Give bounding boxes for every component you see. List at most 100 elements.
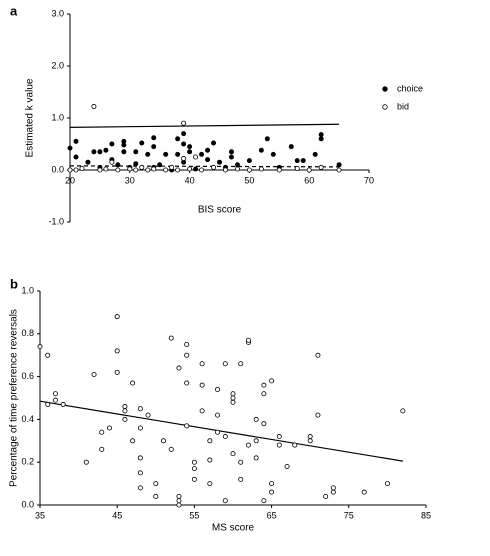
- point: [253, 416, 259, 422]
- point: [139, 164, 145, 170]
- y-tick-label: 0.0: [51, 164, 64, 174]
- point: [168, 335, 174, 341]
- point: [85, 159, 91, 165]
- point: [115, 167, 121, 173]
- point: [222, 361, 228, 367]
- x-axis-title: BIS score: [198, 205, 242, 216]
- point: [109, 141, 115, 147]
- point: [52, 391, 58, 397]
- point: [318, 136, 324, 142]
- point: [137, 425, 143, 431]
- point: [199, 361, 205, 367]
- point: [199, 167, 205, 173]
- point: [175, 151, 181, 157]
- point: [181, 120, 187, 126]
- point: [181, 131, 187, 137]
- point: [97, 149, 103, 155]
- point: [238, 361, 244, 367]
- point: [169, 164, 175, 170]
- point: [288, 144, 294, 150]
- point: [187, 144, 193, 150]
- point: [103, 147, 109, 153]
- point: [199, 151, 205, 157]
- point: [276, 167, 282, 173]
- point: [258, 147, 264, 153]
- point: [127, 166, 133, 172]
- point: [276, 434, 282, 440]
- point: [300, 158, 306, 164]
- point: [205, 147, 211, 153]
- point: [215, 429, 221, 435]
- point: [151, 135, 157, 141]
- point: [307, 434, 313, 440]
- point: [97, 167, 103, 173]
- point: [246, 167, 252, 173]
- x-tick-label: 40: [185, 175, 195, 185]
- point: [137, 406, 143, 412]
- point: [181, 141, 187, 147]
- point: [193, 166, 199, 172]
- point: [187, 166, 193, 172]
- point: [157, 162, 163, 168]
- x-tick-label: 50: [244, 175, 254, 185]
- point: [137, 485, 143, 491]
- point: [133, 149, 139, 155]
- point: [163, 167, 169, 173]
- x-tick-label: 20: [65, 175, 75, 185]
- point: [151, 144, 157, 150]
- y-tick-label: 0.8: [21, 328, 34, 338]
- point: [193, 154, 199, 160]
- point: [114, 348, 120, 354]
- point: [67, 167, 73, 173]
- point: [67, 145, 73, 151]
- point: [109, 159, 115, 165]
- point: [60, 401, 66, 407]
- point: [228, 149, 234, 155]
- point: [307, 438, 313, 444]
- point: [106, 425, 112, 431]
- point: [306, 167, 312, 173]
- x-tick-label: 30: [125, 175, 135, 185]
- point: [315, 352, 321, 358]
- point: [230, 399, 236, 405]
- point: [133, 167, 139, 173]
- point: [191, 459, 197, 465]
- panel-label: b: [10, 276, 18, 291]
- point: [122, 408, 128, 414]
- point: [187, 149, 193, 155]
- point: [261, 391, 267, 397]
- point: [73, 167, 79, 173]
- y-tick-label: 2.0: [51, 60, 64, 70]
- point: [318, 132, 324, 138]
- x-tick-label: 70: [364, 175, 374, 185]
- point: [211, 164, 217, 170]
- point: [253, 455, 259, 461]
- point: [184, 341, 190, 347]
- point: [181, 156, 187, 162]
- point: [121, 149, 127, 155]
- point: [269, 481, 275, 487]
- point: [99, 429, 105, 435]
- point: [222, 434, 228, 440]
- point: [175, 136, 181, 142]
- x-axis-title: MS score: [212, 523, 255, 534]
- point: [199, 408, 205, 414]
- point: [122, 404, 128, 410]
- point: [230, 391, 236, 397]
- point: [79, 165, 85, 171]
- point: [91, 149, 97, 155]
- point: [270, 151, 276, 157]
- point: [122, 416, 128, 422]
- y-tick-label: 1.0: [21, 285, 34, 295]
- point: [99, 446, 105, 452]
- y-tick-label: 0.2: [21, 457, 34, 467]
- point: [400, 408, 406, 414]
- point: [276, 442, 282, 448]
- point: [175, 167, 181, 173]
- point: [184, 380, 190, 386]
- fit-line: [39, 400, 403, 462]
- legend-label: bid: [397, 101, 409, 111]
- point: [205, 157, 211, 163]
- point: [83, 459, 89, 465]
